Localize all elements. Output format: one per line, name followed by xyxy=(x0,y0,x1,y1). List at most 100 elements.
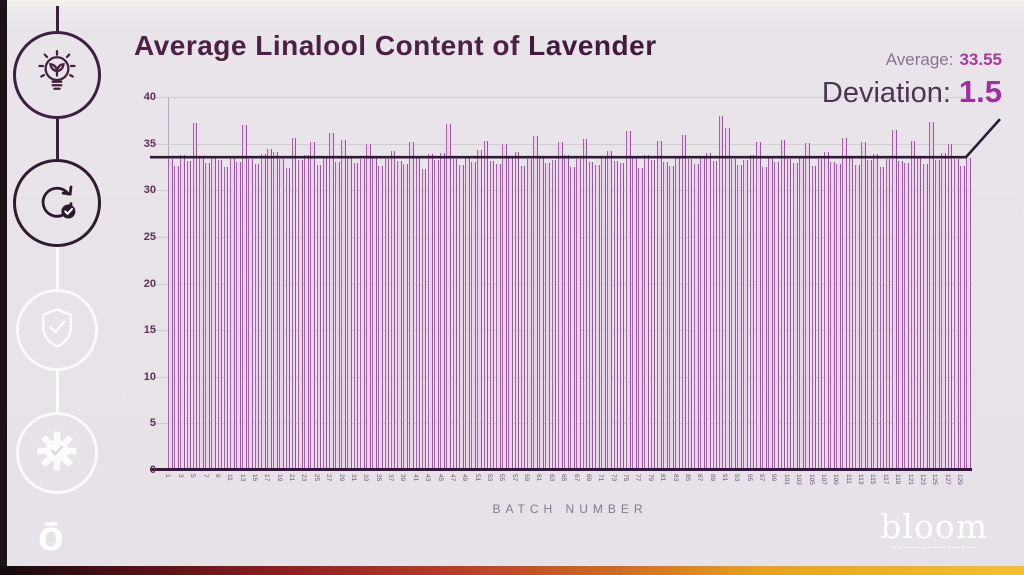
bar xyxy=(799,155,804,470)
gridline xyxy=(150,97,972,98)
bar xyxy=(755,141,761,470)
page-title: Average Linalool Content of Lavender xyxy=(134,30,657,62)
bar xyxy=(229,156,235,470)
bar xyxy=(607,151,612,470)
step-circle-innovation xyxy=(13,31,101,119)
bar xyxy=(495,164,501,470)
x-tick-label: 31 xyxy=(349,474,357,482)
bar xyxy=(644,154,650,470)
y-tick-label: 40 xyxy=(143,91,156,103)
left-edge-strip xyxy=(0,0,7,575)
x-tick-label: 23 xyxy=(300,474,308,482)
bar xyxy=(663,162,668,470)
deviation-value: 1.5 xyxy=(958,74,1002,109)
bar xyxy=(774,162,780,470)
bar xyxy=(966,157,971,470)
x-tick-label: 19 xyxy=(275,474,283,482)
shield-check-icon xyxy=(31,302,83,359)
bar xyxy=(582,138,588,470)
x-tick-label: 91 xyxy=(721,474,729,482)
x-tick-label: 33 xyxy=(362,474,370,482)
bar xyxy=(415,157,421,470)
bar xyxy=(304,154,309,470)
bar xyxy=(638,167,643,470)
x-tick-label: 129 xyxy=(956,474,964,485)
bar xyxy=(335,162,340,470)
bar xyxy=(619,163,625,470)
x-tick-label: 67 xyxy=(572,474,580,482)
bar xyxy=(372,155,377,470)
bar xyxy=(421,168,427,470)
bar xyxy=(378,166,384,470)
bottom-color-strip xyxy=(0,566,1024,575)
x-tick-label: 37 xyxy=(387,474,395,482)
x-tick-label: 111 xyxy=(844,474,852,484)
x-tick-label: 89 xyxy=(708,474,716,482)
average-value: 33.55 xyxy=(959,50,1002,69)
top-edge-strip xyxy=(0,0,1024,6)
y-tick-label: 5 xyxy=(149,417,156,430)
x-tick-label: 125 xyxy=(931,474,939,485)
bar xyxy=(545,163,551,470)
bar xyxy=(632,157,637,470)
bar xyxy=(762,166,767,470)
bar xyxy=(557,141,563,470)
x-tick-label: 95 xyxy=(745,474,753,482)
x-tick-label: 75 xyxy=(622,474,630,482)
connector-line xyxy=(56,247,59,289)
bar xyxy=(885,158,891,470)
bar xyxy=(242,124,247,470)
bar xyxy=(656,140,662,470)
bars-container xyxy=(168,97,972,470)
x-tick-label: 29 xyxy=(337,474,345,482)
y-tick-label: 15 xyxy=(143,324,156,337)
step-circle-quality xyxy=(16,289,98,371)
bar xyxy=(768,156,773,470)
bar xyxy=(440,152,445,470)
bar xyxy=(731,158,736,470)
x-tick-label: 45 xyxy=(436,474,444,482)
title-bold: Lavender xyxy=(528,30,657,61)
lightbulb-plant-icon xyxy=(29,45,85,106)
bar xyxy=(960,166,965,470)
bar xyxy=(514,152,520,470)
x-tick-label: 51 xyxy=(473,474,481,482)
bar xyxy=(526,159,532,470)
bar xyxy=(267,149,272,470)
bar xyxy=(576,158,582,470)
x-tick-label: 21 xyxy=(288,474,296,482)
bar xyxy=(681,135,687,470)
bar xyxy=(211,155,216,470)
bar xyxy=(805,142,810,470)
bloom-logo: bloom xyxy=(880,507,988,546)
bar xyxy=(564,154,569,470)
bar xyxy=(446,124,452,470)
average-row: Average: 33.55 xyxy=(822,50,1002,70)
bar xyxy=(465,156,470,470)
x-axis-line xyxy=(150,468,972,471)
bar xyxy=(891,129,897,470)
bar xyxy=(384,158,390,470)
bar xyxy=(198,157,204,470)
connector-line xyxy=(56,0,59,31)
bar xyxy=(502,143,507,470)
bar xyxy=(359,159,365,470)
bar xyxy=(929,122,934,470)
bar xyxy=(916,156,922,470)
average-label: Average: xyxy=(885,50,954,69)
x-tick-label: 97 xyxy=(758,474,766,482)
x-tick-label: 93 xyxy=(733,474,741,482)
bar xyxy=(322,157,328,470)
x-tick-label: 1 xyxy=(164,474,172,478)
bar xyxy=(786,159,792,470)
bar xyxy=(458,165,464,470)
gear-check-icon xyxy=(31,425,83,482)
brand-block: bloom xyxy=(880,510,988,548)
bar xyxy=(539,155,544,470)
connector-line xyxy=(56,371,59,412)
deviation-label: Deviation: xyxy=(821,77,951,109)
x-tick-label: 117 xyxy=(881,474,889,485)
x-tick-label: 83 xyxy=(671,474,679,482)
bar xyxy=(168,158,173,470)
